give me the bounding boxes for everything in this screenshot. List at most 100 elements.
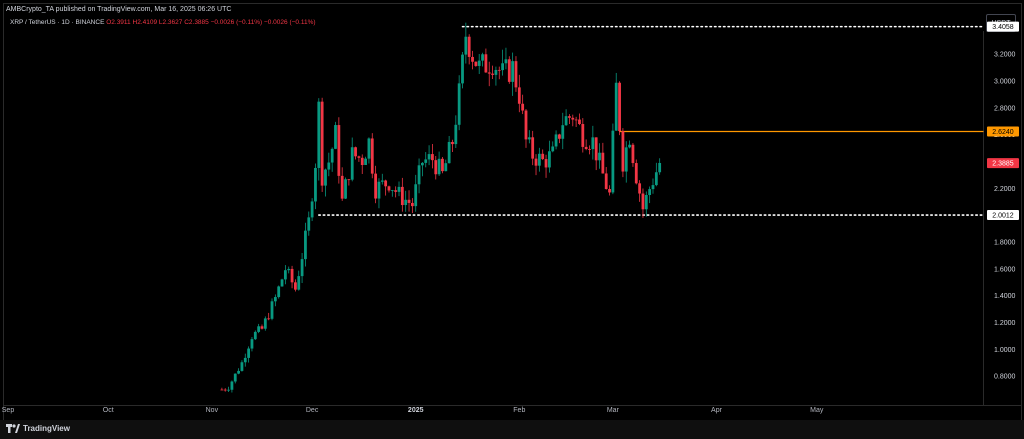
candle-body: [457, 83, 461, 125]
candle-body: [283, 270, 287, 280]
candle-body: [547, 151, 551, 168]
candle-body: [290, 268, 294, 283]
candle-body: [461, 54, 464, 84]
price-axis-divider: [983, 31, 984, 405]
candle-body: [517, 87, 521, 104]
candle-body: [277, 286, 281, 298]
ohlc-legend[interactable]: XRP / TetherUS · 1D · BINANCE O2.3911 H2…: [10, 19, 316, 26]
price-tick-label: 1.0000: [994, 347, 1016, 354]
candle-body: [634, 163, 638, 184]
level-tag: [987, 126, 1019, 137]
candle-body: [491, 73, 494, 75]
candle-body: [314, 167, 317, 202]
candle-body: [501, 63, 505, 71]
candle-body: [648, 189, 652, 196]
level-tag: [987, 210, 1019, 221]
candle-body: [317, 101, 321, 168]
time-tick-label: Nov: [206, 407, 219, 414]
candle-body: [464, 36, 468, 55]
price-tick-label: 0.8000: [994, 374, 1016, 381]
level-tag-label: 2.0012: [992, 213, 1014, 220]
candle-body: [307, 217, 311, 231]
current-price-tag: [987, 158, 1019, 169]
time-tick-label: May: [810, 407, 824, 414]
footer-brand: TradingView: [23, 424, 70, 433]
candle-body: [427, 154, 431, 160]
candle-body: [417, 165, 421, 185]
candle-body: [300, 259, 304, 277]
candle-body: [431, 154, 434, 161]
candle-body: [230, 381, 234, 390]
candle-body: [434, 160, 438, 175]
candle-body: [263, 318, 267, 329]
candles-layer: [220, 22, 662, 393]
candle-body: [327, 162, 331, 170]
symbol-label[interactable]: XRP / TetherUS · 1D · BINANCE: [10, 19, 105, 26]
candle-body: [320, 101, 324, 186]
candle-body: [444, 163, 448, 172]
price-tick-label: 1.8000: [994, 240, 1016, 247]
candle-body: [250, 339, 254, 349]
candle-body: [544, 159, 548, 168]
candle-body: [564, 116, 568, 126]
candle-body: [451, 141, 454, 145]
candle-body: [223, 389, 227, 391]
candle-body: [270, 301, 274, 319]
candle-body: [487, 72, 491, 74]
candle-body: [324, 169, 327, 186]
publish-info: AMBCrypto_TA published on TradingView.co…: [6, 6, 232, 13]
candle-body: [497, 69, 501, 71]
candle-body: [614, 82, 618, 131]
candle-body: [527, 137, 531, 140]
candle-body: [294, 282, 297, 290]
candle-body: [521, 103, 525, 111]
candle-body: [551, 146, 555, 152]
candle-body: [404, 199, 408, 206]
time-tick-label: Dec: [306, 407, 319, 414]
candle-body: [367, 138, 371, 159]
tradingview-logo[interactable]: TradingView: [6, 424, 70, 433]
time-axis-divider: [3, 405, 1021, 406]
candle-body: [581, 124, 585, 147]
candle-body: [524, 110, 528, 140]
candle-body: [481, 54, 484, 61]
candle-body: [334, 125, 337, 149]
candle-body: [611, 130, 615, 193]
candle-body: [360, 157, 364, 165]
candle-body: [658, 162, 662, 173]
candle-body: [374, 173, 378, 199]
price-tick-label: 1.6000: [994, 266, 1016, 273]
levels-layer: [317, 25, 984, 216]
candle-body: [243, 357, 247, 363]
candle-body: [380, 180, 384, 182]
candle-body: [337, 125, 341, 176]
time-tick-label: Mar: [607, 407, 620, 414]
candle-body: [257, 326, 261, 332]
candlestick-chart[interactable]: 3.20003.00002.80002.60002.40002.20002.00…: [0, 0, 1024, 420]
candle-body: [384, 180, 388, 187]
candle-body: [578, 119, 581, 125]
candle-body: [568, 116, 571, 118]
candle-body: [507, 59, 511, 82]
candle-body: [608, 188, 611, 193]
candle-body: [594, 137, 598, 161]
candle-body: [588, 148, 591, 150]
candle-body: [571, 117, 575, 120]
change-value-2: −0.0026 (−0.11%): [263, 19, 316, 26]
price-tick-label: 2.8000: [994, 105, 1016, 112]
candle-body: [297, 276, 301, 290]
current-price-label: 2.3885: [992, 161, 1014, 168]
candle-body: [604, 173, 608, 189]
candle-body: [591, 137, 595, 150]
candle-body: [484, 54, 488, 73]
candle-body: [618, 82, 621, 132]
candle-body: [621, 131, 625, 172]
time-tick-label: Apr: [711, 407, 723, 414]
price-tick-label: 1.2000: [994, 320, 1016, 327]
low-value: L2.3627: [158, 19, 183, 26]
candle-body: [561, 125, 565, 139]
candle-body: [534, 158, 538, 166]
candle-body: [504, 59, 508, 64]
candle-body: [420, 162, 424, 166]
time-tick-label: Sep: [2, 407, 15, 414]
